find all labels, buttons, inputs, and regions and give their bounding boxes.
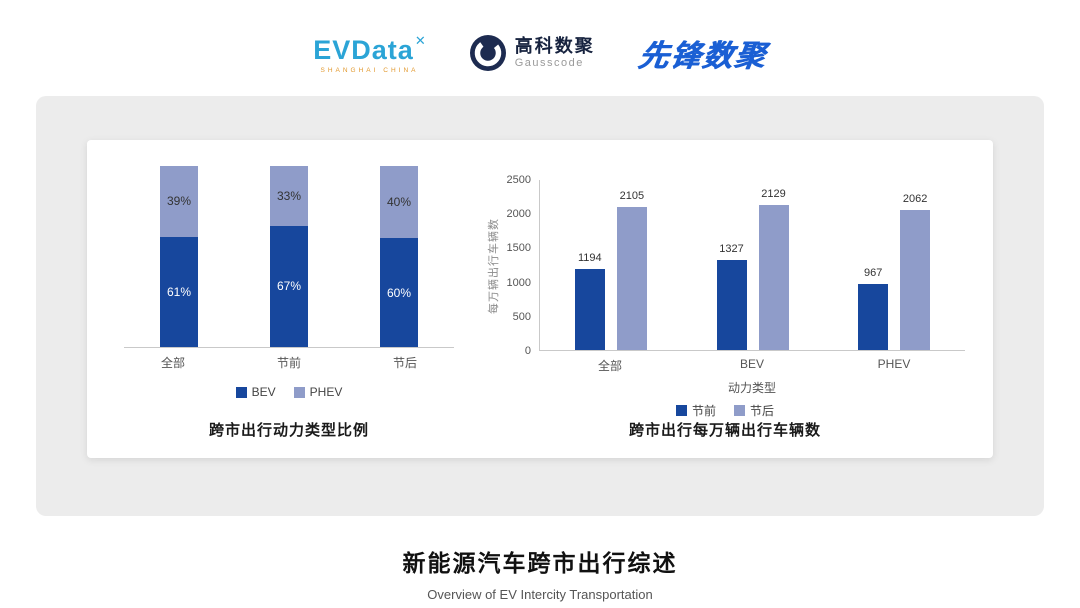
y-tick: 2500 [506,174,531,186]
page-footer: 新能源汽车跨市出行综述 Overview of EV Intercity Tra… [0,544,1080,602]
bar-series-0: 967 [858,267,889,350]
evdata-logo: EVData✕ SHANGHAI CHINA [313,33,425,74]
gausscode-name-cn: 高科数聚 [514,35,595,56]
stacked-legend: BEV PHEV [115,385,463,399]
gausscode-logo: 高科数聚 Gausscode [469,35,595,71]
category-label: 节前 [276,356,301,370]
evdata-star-icon: ✕ [414,32,426,48]
category-label: 全部 [160,356,185,370]
value-label: 2062 [902,192,928,205]
value-label: 2129 [761,188,786,201]
page-title: 新能源汽车跨市出行综述 [402,550,678,576]
y-tick: 0 [524,345,531,357]
value-label: 1327 [719,242,744,255]
evdata-wordmark: EVData [313,34,414,65]
bar-series-0: 1327 [716,243,747,350]
bar-series-1: 2105 [616,190,647,350]
segment-bev: 67% [270,225,308,347]
bar-group: 1194 2105 [540,180,682,350]
evdata-tagline: SHANGHAI CHINA [320,66,419,74]
y-axis-label: 每万辆出行车辆数 [485,180,501,351]
category-label: 全部 [597,359,622,373]
bar-series-1: 2062 [900,193,931,350]
legend-swatch [734,405,745,416]
gausscode-circle-icon [469,35,506,71]
legend-label: BEV [251,385,276,399]
bar-group: 1327 2129 [682,180,824,350]
bar-cell: 39% 61% [124,166,234,347]
y-tick: 1000 [506,276,531,289]
grouped-plot-row: 每万辆出行车辆数 0 500 1000 1500 2000 2500 1194 2105 13… [485,174,965,357]
stacked-chart-title: 跨市出行动力类型比例 [208,422,369,439]
gausscode-name-en: Gausscode [514,57,584,70]
charts-card: 39% 61% 33% 67% 40% 60% 全部 节前 节后 BEV PHEV 跨市出行动力… [87,140,993,458]
stacked-bar: 33% 67% [270,166,308,347]
y-tick: 2000 [506,208,531,221]
bar-cell: 33% 67% [234,166,344,347]
grouped-legend: 节前 节后 [485,402,965,419]
legend-label: PHEV [309,385,343,399]
y-axis-label-text: 每万辆出行车辆数 [488,217,500,314]
logo-header: EVData✕ SHANGHAI CHINA 高科数聚 Gausscode 先锋… [0,0,1080,96]
segment-phev: 39% [160,166,198,237]
value-label: 2105 [619,189,645,202]
legend-item-0: 节前 [675,402,716,419]
segment-bev: 60% [380,238,418,347]
pioneer-logo: 先锋数聚 [635,40,769,73]
legend-item-1: PHEV [293,385,343,399]
value-label: 967 [863,267,883,280]
value-label: 1194 [578,251,602,264]
legend-item-0: BEV [235,385,276,399]
y-tick: 1500 [506,242,531,255]
bar-series-0: 1194 [574,252,605,350]
legend-label: 节后 [750,404,775,418]
stacked-chart: 39% 61% 33% 67% 40% 60% 全部 节前 节后 BEV PHEV 跨市出行动力… [115,166,463,442]
y-axis-ticks: 0 500 1000 1500 2000 2500 [501,174,539,357]
category-label: 节后 [392,356,417,370]
stacked-plot: 39% 61% 33% 67% 40% 60% [124,166,454,348]
segment-phev: 33% [270,166,308,226]
stacked-bar: 40% 60% [380,166,418,347]
grouped-categories: 全部 BEV PHEV [539,357,965,374]
y-tick: 500 [512,310,531,323]
bar-group: 967 2062 [823,180,965,350]
segment-phev: 40% [380,166,418,239]
segment-bev: 61% [160,236,198,347]
page-subtitle: Overview of EV Intercity Transportation [427,587,653,602]
legend-swatch [235,386,247,398]
legend-label: 节前 [691,404,716,418]
bar-series-1: 2129 [758,188,789,350]
legend-swatch [675,405,687,416]
stacked-categories: 全部 节前 节后 [115,354,463,371]
x-axis-label: 动力类型 [727,381,776,395]
category-label: PHEV [877,357,911,371]
grouped-chart-title: 跨市出行每万辆出行车辆数 [628,422,821,439]
grouped-plot: 1194 2105 1327 2129 967 2062 [539,180,965,351]
legend-swatch [293,386,305,398]
legend-item-1: 节后 [734,402,774,419]
grouped-chart: 每万辆出行车辆数 0 500 1000 1500 2000 2500 1194 2105 13… [463,166,965,442]
category-label: BEV [739,357,764,371]
summary-panel: 39% 61% 33% 67% 40% 60% 全部 节前 节后 BEV PHEV 跨市出行动力… [36,96,1044,516]
bar-cell: 40% 60% [344,166,454,347]
stacked-bar: 39% 61% [160,166,198,347]
